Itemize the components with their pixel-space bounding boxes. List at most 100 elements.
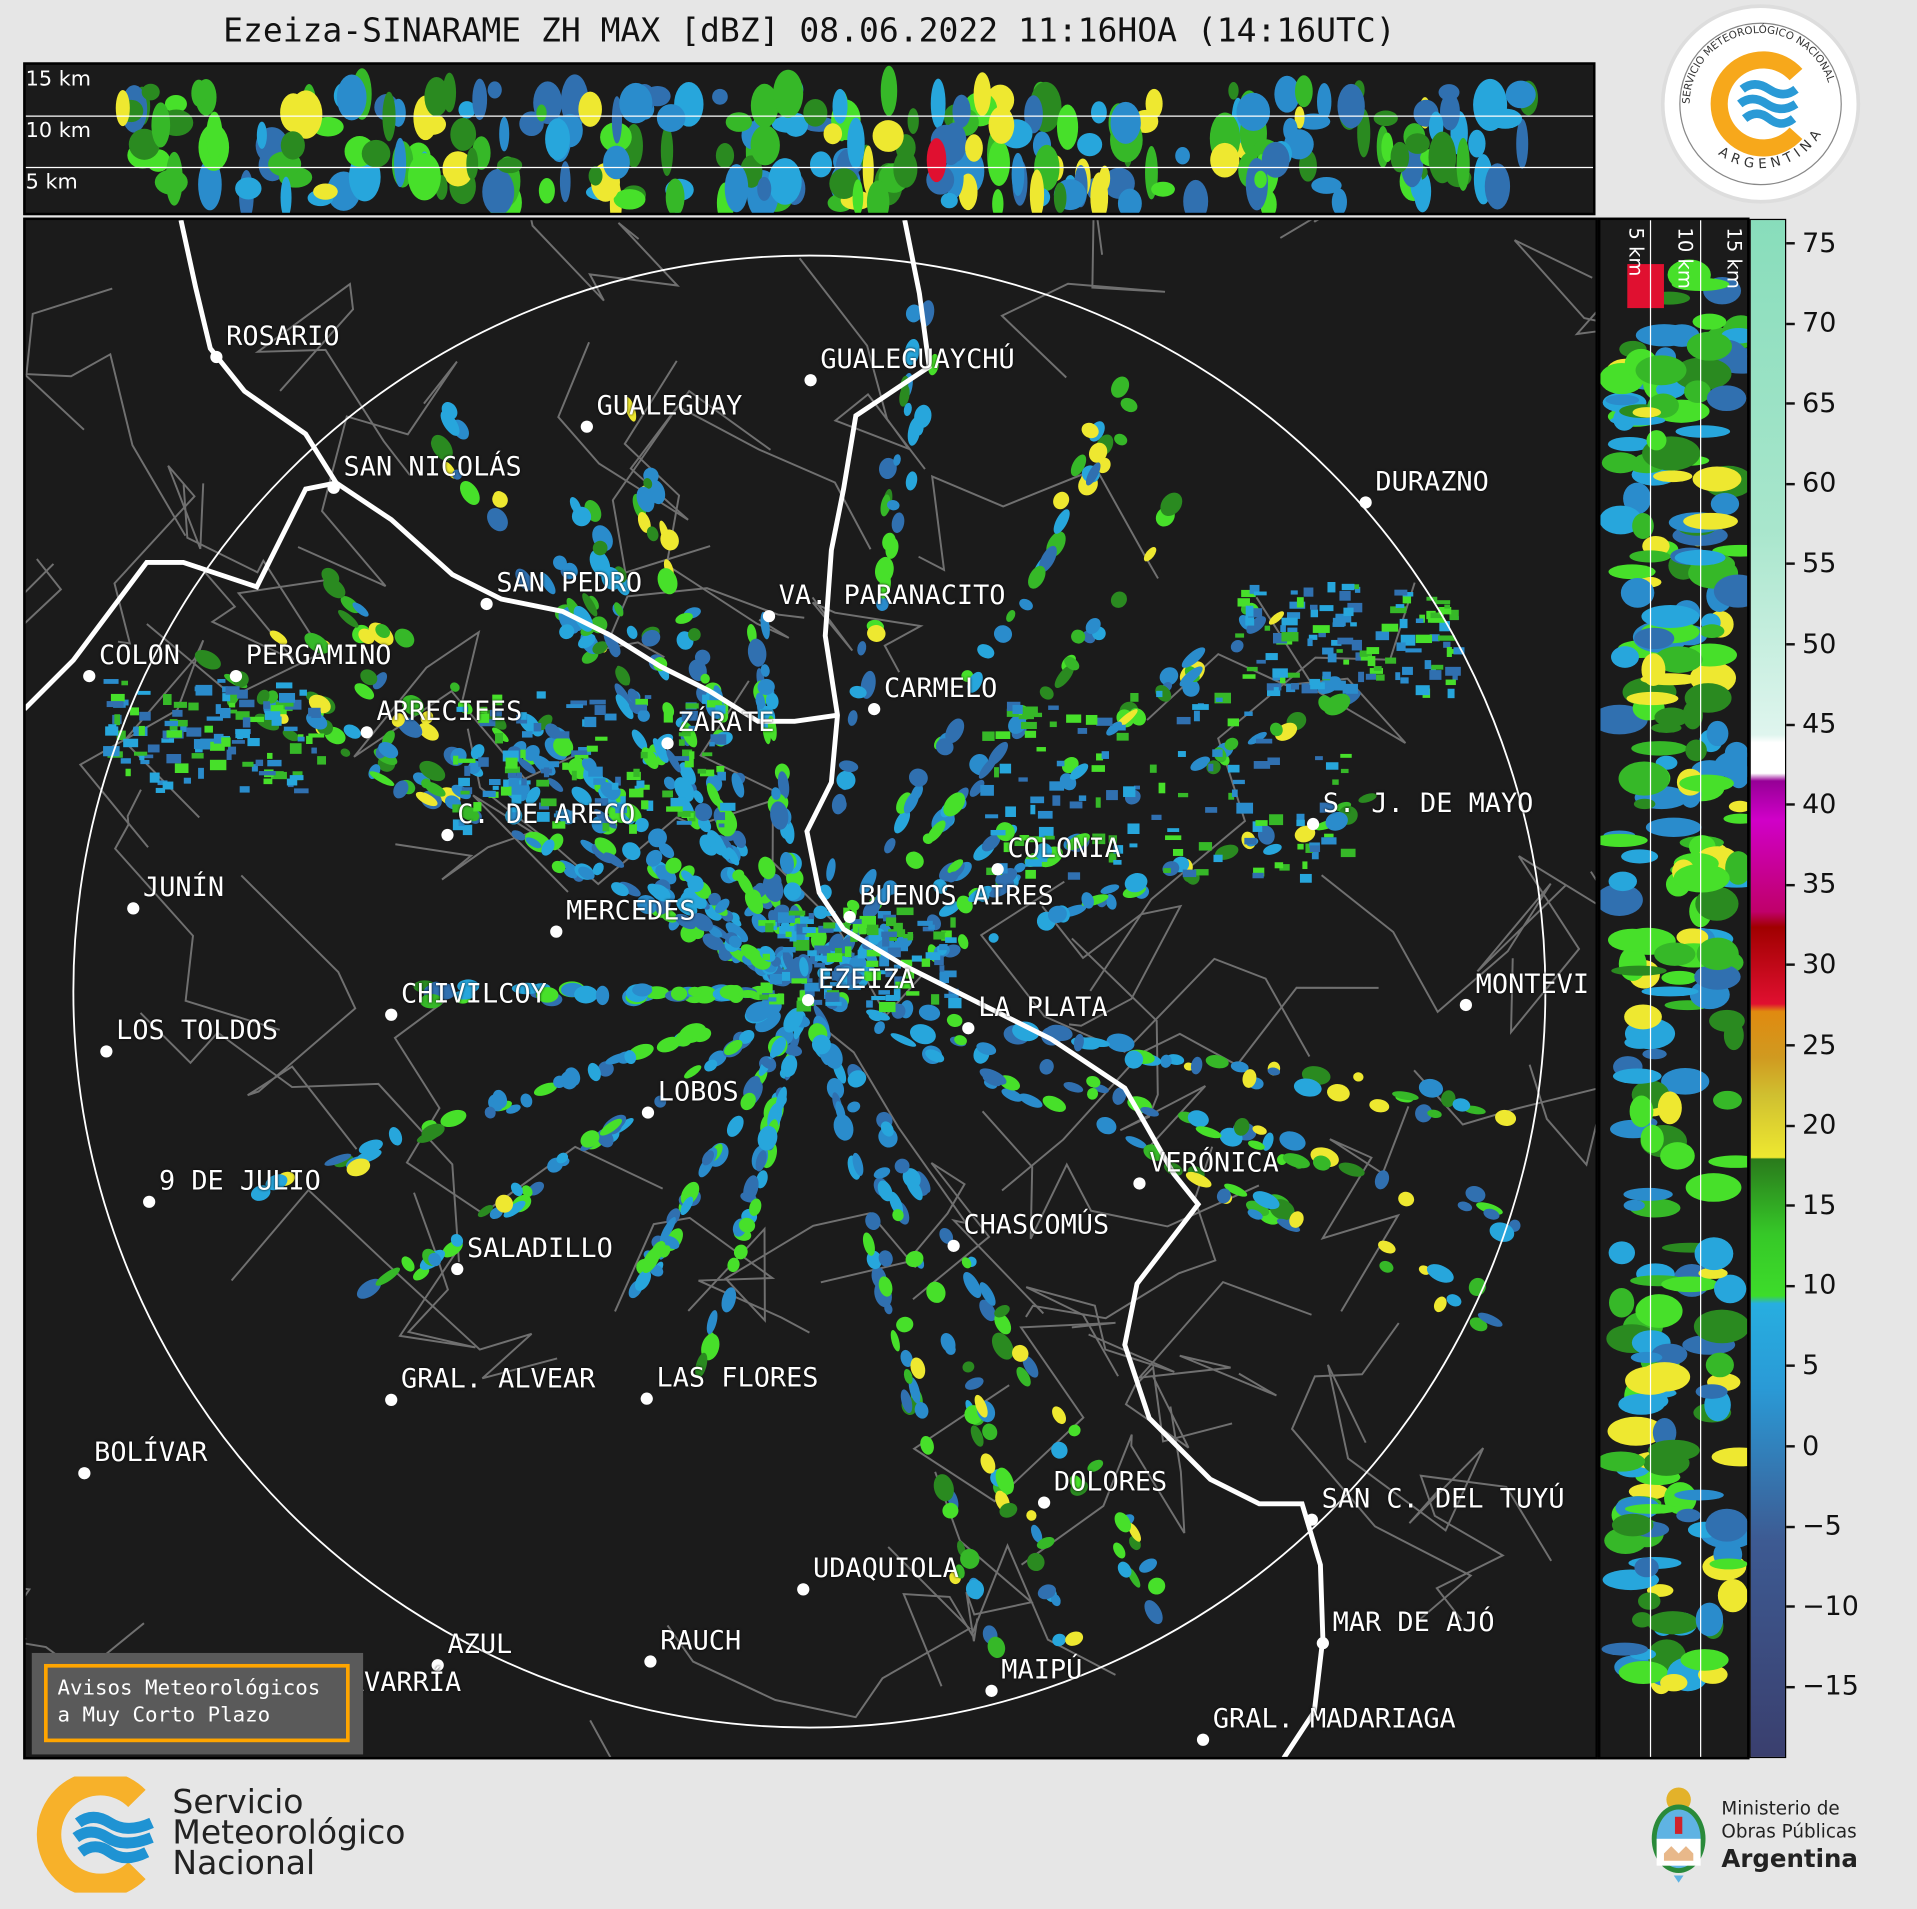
avisos-button[interactable]: Avisos Meteorológicos a Muy Corto Plazo: [31, 1652, 364, 1755]
cross-section-echo: [497, 157, 523, 174]
radar-map[interactable]: ROSARIO GUALEGUAYCHÚ GUALEGUAY SAN NICOLÁS D…: [23, 217, 1598, 1760]
radar-echo: [1066, 833, 1090, 851]
radar-echo: [883, 880, 898, 895]
radar-echo: [1071, 629, 1086, 644]
radar-echo: [1457, 1201, 1473, 1212]
radar-echo: [818, 978, 825, 989]
radar-echo: [504, 766, 520, 774]
cross-section-echo: [1625, 1503, 1678, 1514]
cross-section-echo: [1311, 177, 1342, 194]
cross-section-echo: [1610, 415, 1666, 426]
radar-echo: [878, 457, 897, 480]
radar-echo: [147, 744, 160, 753]
radar-echo: [164, 720, 179, 727]
radar-echo: [1105, 894, 1117, 910]
ministry-line1: Ministerio de: [1721, 1797, 1840, 1820]
department-border: [240, 874, 358, 1150]
radar-echo: [859, 915, 877, 927]
radar-echo: [511, 812, 520, 823]
cross-section-echo: [1674, 1489, 1724, 1501]
cross-section-echo: [1686, 331, 1733, 361]
radar-echo: [770, 801, 789, 830]
radar-echo: [685, 703, 699, 709]
radar-echo: [286, 778, 298, 786]
department-border: [666, 1546, 972, 1719]
radar-echo: [594, 705, 606, 716]
radar-echo: [611, 782, 619, 790]
radar-echo: [945, 937, 957, 943]
radar-echo: [848, 952, 855, 958]
radar-echo: [799, 990, 806, 999]
radar-echo: [893, 454, 901, 466]
radar-echo: [1205, 1055, 1229, 1069]
radar-echo: [1366, 647, 1380, 655]
radar-echo: [733, 1244, 748, 1260]
cross-section-echo: [1630, 1351, 1663, 1363]
radar-echo: [251, 764, 258, 772]
city-marker: [804, 374, 817, 387]
city-label: SAN C. DEL TUYÚ: [1321, 1484, 1565, 1515]
department-border: [614, 1216, 810, 1334]
radar-echo: [1402, 594, 1412, 604]
radar-echo: [1445, 666, 1461, 676]
radar-echo: [1069, 1475, 1083, 1491]
radar-echo: [1252, 821, 1263, 832]
radar-echo: [688, 986, 702, 997]
radar-echo: [885, 994, 900, 1001]
radar-echo: [594, 809, 617, 829]
radar-echo: [819, 911, 836, 916]
radar-echo: [1318, 632, 1326, 638]
radar-echo: [1124, 1050, 1144, 1069]
radar-echo: [947, 859, 964, 874]
radar-echo: [1431, 664, 1444, 670]
radar-echo: [769, 1107, 778, 1119]
colorbar: [1749, 218, 1787, 1759]
city-marker: [843, 910, 856, 924]
radar-echo: [1037, 810, 1053, 819]
radar-echo: [700, 673, 710, 684]
radar-echo: [662, 790, 673, 798]
radar-echo: [1087, 1087, 1099, 1100]
cross-section-echo: [724, 164, 749, 213]
cross-section-echo: [1228, 81, 1239, 100]
radar-echo: [418, 723, 439, 741]
radar-echo: [738, 1217, 756, 1233]
radar-echo: [1445, 679, 1456, 686]
radar-echo: [629, 824, 637, 834]
radar-echo: [478, 713, 490, 723]
radar-echo: [206, 716, 223, 721]
radar-echo: [802, 927, 816, 933]
radar-echo: [1050, 1594, 1061, 1607]
radar-echo: [648, 828, 667, 848]
department-border: [530, 220, 680, 302]
cross-section-echo: [487, 81, 502, 99]
radar-echo: [460, 790, 470, 795]
radar-echo: [950, 917, 956, 928]
radar-echo: [1338, 1162, 1365, 1177]
radar-echo: [769, 973, 782, 985]
radar-echo: [842, 974, 848, 985]
radar-echo: [1087, 1459, 1104, 1472]
radar-echo: [999, 1502, 1018, 1518]
smn-logo-icon: [36, 1776, 154, 1893]
cross-section-echo: [757, 176, 772, 201]
radar-echo: [634, 818, 649, 833]
radar-echo: [614, 683, 631, 707]
radar-echo: [1379, 1260, 1394, 1273]
department-border: [139, 1012, 460, 1262]
radar-echo: [559, 860, 578, 872]
radar-echo: [1415, 618, 1424, 624]
cross-section-echo: [940, 192, 958, 209]
radar-echo: [1129, 843, 1138, 848]
radar-echo: [905, 969, 915, 979]
radar-echo: [800, 989, 815, 997]
radar-echo: [1253, 867, 1265, 877]
cross-section-echo: [1390, 141, 1410, 173]
radar-echo: [900, 1349, 913, 1368]
radar-echo: [789, 931, 797, 942]
radar-echo: [1426, 1264, 1454, 1283]
city-marker: [1196, 1733, 1210, 1746]
department-border: [25, 558, 63, 624]
cross-section-echo: [1626, 691, 1679, 706]
radar-echo: [1149, 764, 1157, 773]
